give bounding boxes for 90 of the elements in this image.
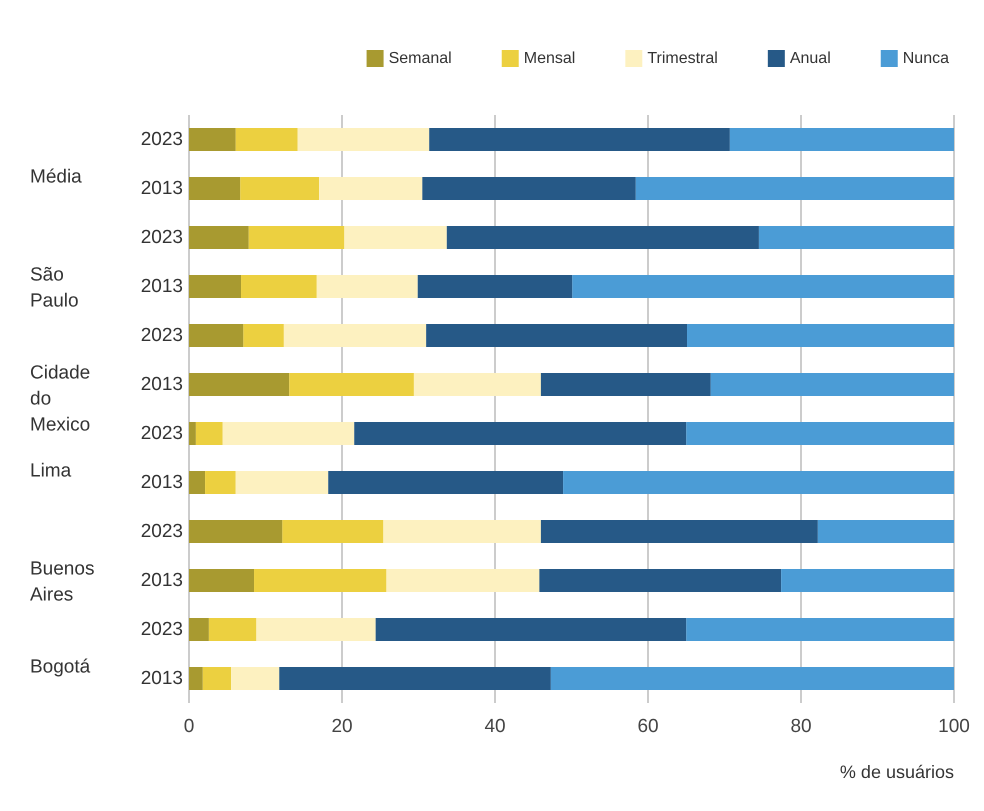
y-tick-label: 2023	[140, 227, 183, 248]
text: Bogotá	[30, 656, 91, 678]
bar	[208, 618, 256, 641]
bar	[550, 667, 954, 690]
bar	[189, 422, 196, 445]
y-tick-label: 2013	[140, 668, 183, 689]
bar	[284, 324, 426, 347]
y-tick-label: 2023	[140, 521, 183, 542]
bar	[563, 471, 954, 494]
bar	[189, 520, 282, 543]
bar	[222, 422, 354, 445]
legend-label: Nunca	[902, 50, 950, 67]
bar	[189, 275, 242, 298]
x-tick-label: 20	[331, 716, 353, 737]
y-tick-label: 2013	[140, 276, 183, 297]
y-tick-label: 2023	[140, 129, 183, 150]
bar	[758, 226, 954, 249]
x-tick-label: 80	[790, 716, 812, 737]
bar	[189, 618, 209, 641]
legend-label: Trimestral	[647, 50, 718, 67]
text: Buenos Aires	[30, 558, 94, 606]
text: Lima	[30, 460, 72, 482]
bar	[540, 520, 818, 543]
bar	[730, 128, 954, 151]
bar	[781, 569, 954, 592]
bar	[189, 667, 203, 690]
y-tick-label: 2013	[140, 178, 183, 199]
bar	[189, 471, 206, 494]
bar	[686, 618, 954, 641]
bar	[429, 128, 730, 151]
bar	[243, 324, 284, 347]
bar	[189, 177, 240, 200]
text: Média	[30, 166, 82, 188]
y-tick-label: 2013	[140, 472, 183, 493]
bar	[376, 618, 686, 641]
x-tick-label: 100	[938, 716, 970, 737]
bar	[254, 569, 386, 592]
y-tick-label: 2023	[140, 619, 183, 640]
bar	[418, 275, 572, 298]
bar	[240, 177, 320, 200]
bar	[426, 324, 688, 347]
x-tick-label: 0	[184, 716, 194, 737]
bar	[319, 177, 422, 200]
legend-label: Mensal	[524, 50, 576, 67]
y-tick-label: 2013	[140, 570, 183, 591]
bar	[196, 422, 223, 445]
bar	[279, 667, 551, 690]
bar	[386, 569, 540, 592]
x-tick-label: 40	[484, 716, 506, 737]
bar	[414, 373, 541, 396]
bar	[189, 128, 236, 151]
bar	[540, 373, 711, 396]
bar	[446, 226, 759, 249]
y-tick-label: 2023	[140, 423, 183, 444]
bar	[539, 569, 782, 592]
bar	[344, 226, 447, 249]
bar	[687, 324, 954, 347]
bar	[328, 471, 564, 494]
y-tick-label: 2013	[140, 374, 183, 395]
bar	[248, 226, 344, 249]
bar	[236, 128, 298, 151]
bar	[686, 422, 954, 445]
legend-label: Anual	[790, 50, 831, 67]
bar	[189, 226, 249, 249]
bar	[289, 373, 414, 396]
x-axis-title: % de usuários	[840, 762, 954, 782]
bar	[189, 324, 244, 347]
bar	[354, 422, 686, 445]
bar	[383, 520, 541, 543]
bar	[636, 177, 954, 200]
y-tick-label: 2023	[140, 325, 183, 346]
bar	[241, 275, 317, 298]
bar	[710, 373, 954, 396]
text: São Paulo	[30, 264, 79, 312]
bar	[422, 177, 636, 200]
bar	[231, 667, 280, 690]
x-tick-label: 60	[637, 716, 659, 737]
bar	[189, 569, 254, 592]
bar	[189, 373, 290, 396]
legend-label: Semanal	[388, 50, 452, 67]
bar	[316, 275, 418, 298]
bar	[256, 618, 376, 641]
bar	[298, 128, 430, 151]
text: Cidade do Mexico	[30, 362, 90, 436]
bar	[818, 520, 954, 543]
bar	[572, 275, 954, 298]
bar	[205, 471, 236, 494]
bar	[236, 471, 328, 494]
bar	[202, 667, 232, 690]
bar	[282, 520, 384, 543]
